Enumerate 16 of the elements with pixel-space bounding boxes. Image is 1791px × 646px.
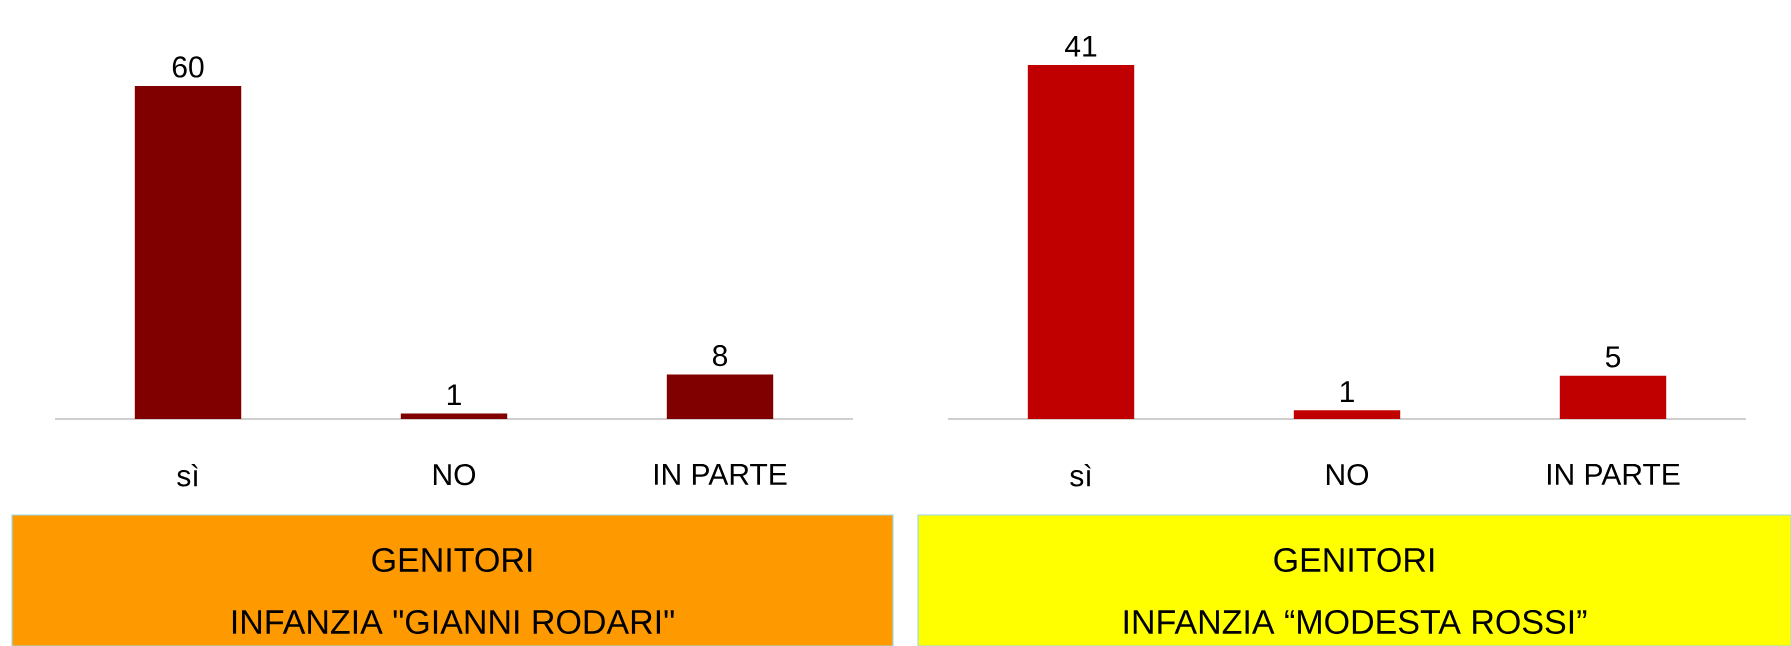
x-tick-label: IN PARTE [1547, 464, 1680, 485]
x-tick-label: sì [1070, 464, 1091, 487]
text: INFANZIA “MODESTA ROSSI” [1124, 609, 1587, 635]
data-label: 1 [447, 384, 461, 406]
x-tick-label: IN PARTE [654, 464, 787, 485]
text: INFANZIA "GIANNI RODARI" [232, 609, 674, 635]
text: GENITORI [1274, 547, 1434, 573]
data-label: 60 [172, 56, 204, 78]
data-label: 41 [1065, 35, 1097, 57]
data-label: 1 [1340, 381, 1354, 402]
text: GENITORI [372, 547, 532, 573]
x-tick-label: sì [177, 464, 198, 487]
data-label: 5 [1605, 346, 1621, 368]
x-tick-label: NO [1326, 464, 1369, 486]
x-tick-label: NO [433, 464, 476, 486]
data-label: 8 [712, 344, 728, 367]
